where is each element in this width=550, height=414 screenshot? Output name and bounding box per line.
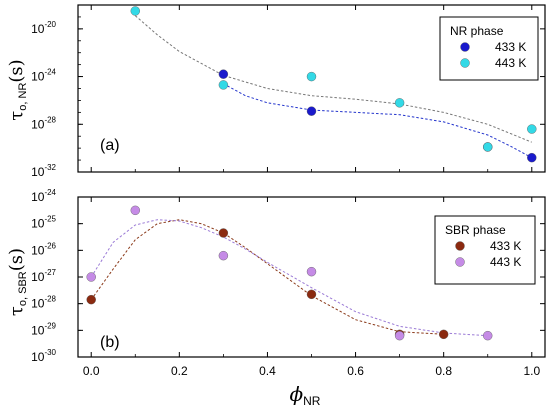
legend-marker-b	[455, 257, 465, 267]
data-point-a-433k	[306, 106, 317, 116]
legend-title-a: NR phase	[450, 24, 504, 38]
x-tick-label: 0.2	[171, 364, 188, 378]
legend-box-b	[434, 215, 536, 285]
data-point-b-443k	[86, 272, 96, 282]
y-tick-label-b: 10-29	[31, 321, 56, 337]
legend-label-a: 443 K	[495, 56, 526, 70]
y-tick-label-b: 10-26	[31, 241, 56, 257]
y-tick-label-b: 10-27	[31, 268, 56, 284]
data-point-a-443k	[527, 124, 537, 134]
panel-b: 10-24 10-25 10-26 10-27 10-28 10-29 10-30 SBR p…	[6, 188, 546, 364]
panel-label-b: (b)	[100, 334, 120, 351]
data-point-b-433k	[438, 329, 449, 340]
y-tick-label-b: 10-25	[31, 215, 56, 231]
y-tick-label-a: 10-20	[31, 20, 56, 36]
panel-label-a: (a)	[100, 137, 120, 154]
legend-label-b: 443 K	[490, 255, 521, 269]
y-tick-label-b: 10-24	[31, 188, 56, 204]
fit-curve-b-0	[90, 219, 444, 335]
data-point-a-433k	[218, 69, 229, 79]
data-point-a-443k	[218, 80, 229, 90]
data-point-b-443k	[218, 250, 229, 261]
data-point-a-433k	[527, 152, 537, 163]
x-tick-label: 0.4	[259, 364, 276, 378]
x-tick-label: 1.0	[523, 364, 540, 378]
legend-marker-b	[455, 241, 465, 251]
legend-marker-a	[460, 58, 470, 68]
legend-label-a: 433 K	[495, 40, 526, 54]
data-point-b-433k	[86, 294, 96, 305]
y-tick-label-b: 10-30	[31, 348, 56, 364]
data-point-b-433k	[218, 228, 229, 238]
x-tick-label: 0.8	[435, 364, 452, 378]
x-axis-label: ϕNR	[290, 382, 321, 408]
legend-label-b: 433 K	[490, 239, 521, 253]
y-axis-label-a: τo, NR(s)	[6, 59, 29, 120]
legend-box-a	[439, 16, 539, 81]
data-point-a-443k	[483, 142, 493, 152]
y-tick-label-a: 10-24	[31, 68, 56, 84]
fit-curve-a-1	[223, 83, 533, 159]
panel-a: 10-20 10-24 10-28 10-32 NR phase 433 K 443 K (a…	[6, 4, 546, 179]
data-point-b-443k	[394, 330, 405, 341]
x-axis: 0.0 0.2 0.4 0.6 0.8 1.0 ϕNR	[83, 364, 541, 408]
data-point-b-443k	[306, 266, 317, 277]
x-tick-label: 0.6	[347, 364, 364, 378]
data-point-b-443k	[483, 330, 493, 341]
data-point-a-443k	[306, 71, 317, 82]
data-point-b-443k	[130, 205, 140, 216]
y-tick-label-a: 10-28	[31, 115, 56, 131]
y-tick-label-a: 10-32	[31, 163, 56, 179]
x-tick-label: 0.0	[83, 364, 100, 378]
y-tick-label-b: 10-28	[31, 295, 56, 311]
data-point-b-433k	[306, 289, 317, 300]
legend-marker-a	[460, 42, 470, 52]
y-axis-label-b: τo, SBR(s)	[6, 248, 29, 316]
legend-title-b: SBR phase	[445, 223, 506, 237]
fit-curve-b-1	[90, 219, 488, 337]
data-point-a-443k	[394, 98, 405, 108]
data-point-a-443k	[130, 6, 140, 16]
